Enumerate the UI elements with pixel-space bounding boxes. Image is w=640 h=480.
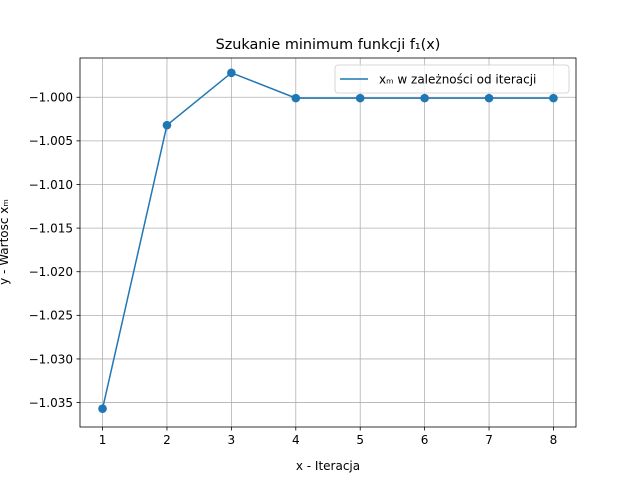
x-tick-label: 3 <box>228 433 236 447</box>
data-point <box>355 93 365 103</box>
x-tick-label: 2 <box>163 433 171 447</box>
y-tick-label: −1.035 <box>29 396 73 410</box>
x-tick-label: 7 <box>485 433 493 447</box>
y-tick-label: −1.020 <box>29 265 73 279</box>
x-tick-label: 4 <box>292 433 300 447</box>
data-point <box>98 404 107 413</box>
x-tick-label: 8 <box>550 433 558 447</box>
plot-frame <box>79 57 577 428</box>
series-layer <box>98 68 558 413</box>
x-tick-label: 6 <box>421 433 429 447</box>
data-point <box>162 120 172 130</box>
x-axis-title: x - Iteracja <box>296 459 360 473</box>
y-tick-label: −1.025 <box>29 309 73 323</box>
y-tick-label: −1.000 <box>29 91 73 105</box>
grid <box>80 58 576 427</box>
series-line <box>101 71 554 409</box>
x-tick-label: 5 <box>356 433 364 447</box>
data-point <box>291 93 301 103</box>
x-tick-label: 1 <box>99 433 107 447</box>
data-point <box>549 93 558 103</box>
legend-box <box>334 64 570 94</box>
y-tick-label: −1.010 <box>29 178 73 192</box>
chart-title: Szukanie minimum funkcji f₁(x) <box>216 37 441 53</box>
data-point <box>420 93 429 103</box>
y-tick-label: −1.015 <box>29 221 73 235</box>
y-tick-label: −1.005 <box>29 134 73 148</box>
data-point <box>227 68 236 78</box>
y-tick-label: −1.030 <box>29 352 73 366</box>
legend-label: xₘ w zależności od iteracji <box>379 73 536 87</box>
legend: xₘ w zależności od iteracji <box>334 64 570 94</box>
y-axis-title: y - Wartość xₘ <box>0 199 11 285</box>
data-point <box>484 93 494 103</box>
ticks: 1 2 3 4 5 6 7 8 −1.035 −1.030 −1.025 −1.020 −1.015 −1… <box>29 91 558 447</box>
